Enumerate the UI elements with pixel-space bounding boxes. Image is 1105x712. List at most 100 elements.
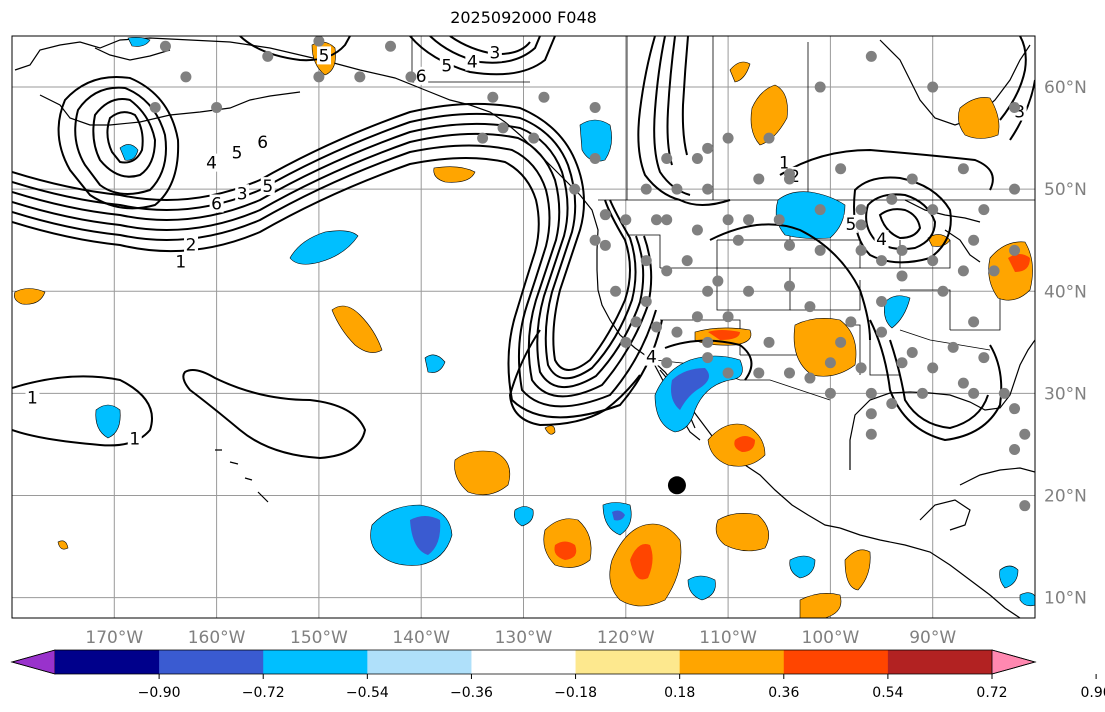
lon-tick-label: 140°W — [392, 628, 450, 648]
station-dot — [661, 357, 673, 369]
station-dot — [876, 255, 888, 267]
station-dot — [1009, 101, 1021, 113]
station-dot — [702, 285, 714, 297]
station-dot — [640, 295, 652, 307]
station-dot — [702, 183, 714, 195]
station-dot — [783, 173, 795, 185]
contour-label-bg — [317, 46, 332, 65]
station-dot — [569, 183, 581, 195]
colorbar-segment — [679, 650, 785, 674]
station-dot — [886, 398, 898, 410]
station-dot — [876, 295, 888, 307]
lat-tick-label: 10°N — [1044, 589, 1087, 609]
contour-label-bg — [465, 52, 480, 71]
station-dot — [814, 204, 826, 216]
station-dot — [599, 239, 611, 251]
station-dot — [671, 183, 683, 195]
station-dot — [783, 239, 795, 251]
station-dot — [896, 270, 908, 282]
station-dot — [661, 265, 673, 277]
colorbar-level-label: −0.54 — [346, 685, 389, 701]
contour-label-bg — [487, 43, 502, 62]
station-dot — [610, 285, 622, 297]
contour-label: 6 — [211, 194, 222, 214]
station-dot — [865, 50, 877, 62]
station-dot — [630, 316, 642, 328]
station-dot — [589, 234, 601, 246]
contour-label-bg — [260, 177, 275, 196]
storm-center-marker — [667, 476, 686, 495]
station-dot — [681, 255, 693, 267]
station-dot — [640, 255, 652, 267]
contour-label: 1 — [779, 154, 790, 174]
colorbar-outline — [10, 649, 1037, 675]
station-dot — [1009, 444, 1021, 456]
station-dot — [640, 183, 652, 195]
colorbar — [10, 649, 1037, 675]
station-dot — [957, 163, 969, 175]
station-dot — [1009, 183, 1021, 195]
map-frame — [11, 35, 1036, 619]
station-dot — [824, 357, 836, 369]
station-dot — [722, 367, 734, 379]
station-dot — [896, 244, 908, 256]
station-dot — [1019, 428, 1031, 440]
station-dot — [650, 321, 662, 333]
contour-label-bg — [439, 56, 454, 75]
colorbar-segment — [55, 650, 160, 674]
station-dot — [804, 301, 816, 313]
station-dot — [773, 214, 785, 226]
station-dot — [1009, 403, 1021, 415]
station-dot — [876, 326, 888, 338]
lon-tick-label: 100°W — [802, 628, 860, 648]
contour-label: 3 — [489, 43, 500, 63]
contour-label: 2 — [789, 167, 800, 187]
contour-label: 1 — [175, 253, 186, 273]
lon-tick-label: 130°W — [495, 628, 553, 648]
colorbar-level-label: 0.54 — [872, 685, 903, 701]
contour-label-bg — [184, 235, 199, 254]
colorbar-level-label: 0.18 — [664, 685, 695, 701]
lon-tick-label: 170°W — [85, 628, 143, 648]
station-dot — [988, 265, 1000, 277]
colorbar-level-label: 0.72 — [976, 685, 1007, 701]
lon-tick-label: 120°W — [597, 628, 655, 648]
station-dot — [855, 244, 867, 256]
station-dot — [906, 173, 918, 185]
station-markers — [149, 36, 1031, 512]
colorbar-labels: −0.90 −0.72 −0.54 −0.36 −0.18 0.18 0.36 0.54 0.7… — [138, 674, 1105, 701]
station-dot — [947, 341, 959, 353]
station-dot — [722, 214, 734, 226]
contour-label: 5 — [262, 177, 273, 197]
latitude-axis-labels: 60°N 50°N 40°N 30°N 20°N 10°N — [1044, 78, 1087, 609]
station-dot — [661, 214, 673, 226]
station-dot — [937, 285, 949, 297]
lat-tick-label: 30°N — [1044, 384, 1087, 404]
station-dot — [927, 81, 939, 93]
chart-title: 2025092000 F048 — [450, 8, 597, 27]
shading-blue — [410, 368, 709, 555]
contour-label-bg — [843, 214, 858, 233]
contour-label-bg — [255, 133, 270, 152]
station-dot — [978, 352, 990, 364]
station-dot — [865, 428, 877, 440]
station-dot — [732, 234, 744, 246]
lat-tick-label: 50°N — [1044, 180, 1087, 200]
lon-tick-label: 110°W — [699, 628, 757, 648]
station-dot — [1019, 500, 1031, 512]
station-dot — [691, 153, 703, 165]
contour-label-bg — [235, 184, 250, 203]
shading-red — [554, 254, 1030, 580]
station-dot — [968, 387, 980, 399]
station-dot — [845, 316, 857, 328]
contour-label: 6 — [416, 67, 427, 87]
colorbar-segment — [783, 650, 889, 674]
station-dot — [702, 352, 714, 364]
station-dot — [835, 336, 847, 348]
contour-label: 6 — [257, 133, 268, 153]
contour-label-bg — [1033, 56, 1035, 75]
station-dot — [405, 71, 417, 83]
contour-label-bg — [204, 153, 219, 172]
station-dot — [661, 153, 673, 165]
station-dot — [159, 40, 171, 52]
